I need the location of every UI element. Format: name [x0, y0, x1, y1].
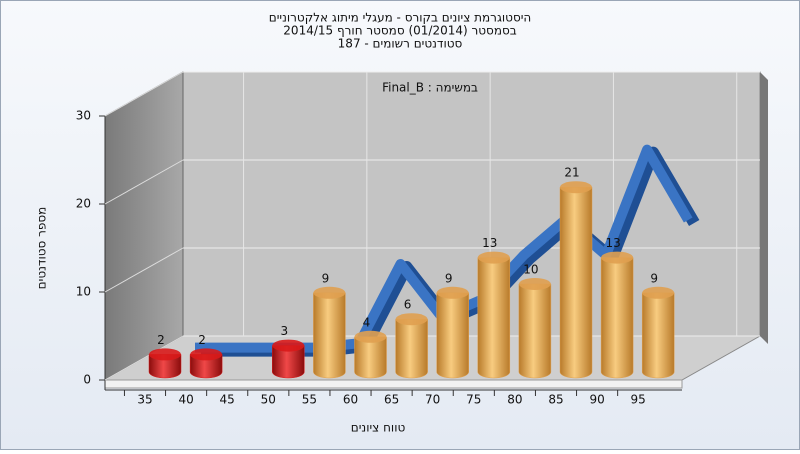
bar — [313, 286, 346, 379]
grid-line — [104, 247, 184, 293]
bar-body — [189, 354, 223, 379]
wall-edge — [760, 72, 768, 344]
bar — [189, 348, 223, 379]
y-tick-label: 0 — [83, 373, 91, 387]
bar-top — [518, 278, 551, 290]
bar-top — [436, 286, 469, 299]
floor-edge — [104, 379, 683, 389]
x-tick-label: 95 — [631, 393, 646, 407]
x-tick-label: 90 — [589, 393, 604, 407]
grid-line — [104, 159, 184, 205]
bar-body — [313, 292, 346, 379]
value-label: 13 — [605, 236, 620, 250]
y-tick-label: 20 — [76, 197, 91, 211]
x-tick-label: 55 — [302, 393, 317, 407]
value-label: 2 — [198, 333, 206, 347]
bar-top — [560, 181, 592, 194]
grid-line — [104, 71, 184, 117]
bar-top — [395, 313, 428, 326]
x-tick-label: 80 — [507, 393, 522, 407]
y-tick-label: 30 — [76, 109, 91, 123]
title-line: בסמסטר (01/2014) סמסטר חורף 2014/15 — [283, 24, 516, 38]
value-label: 3 — [280, 324, 288, 338]
title-line: 187 - סטודנטים רשומים — [338, 37, 463, 51]
bar — [559, 181, 593, 379]
y-axis-label: מספר סטודנטים — [35, 207, 49, 290]
value-label: 4 — [363, 315, 371, 329]
bar-body — [436, 292, 469, 379]
x-tick-label: 45 — [220, 393, 235, 407]
bar-body — [148, 354, 182, 379]
x-tick-label: 65 — [384, 393, 399, 407]
value-label: 9 — [650, 271, 658, 285]
bar-body — [559, 186, 593, 379]
x-tick-label: 75 — [466, 393, 481, 407]
x-tick-label: 60 — [343, 393, 358, 407]
x-axis-label: טווח ציונים — [351, 421, 406, 435]
left-wall — [104, 71, 184, 381]
bar-top — [354, 330, 387, 343]
bar-top — [477, 251, 510, 264]
bar-top — [149, 348, 181, 361]
bar — [518, 278, 552, 379]
bar-body — [354, 336, 387, 379]
bar — [477, 251, 511, 379]
title-line: היסטוגרמת ציונים בקורס - מעגלי מיתוג אלק… — [269, 11, 532, 25]
bar-body — [395, 318, 428, 379]
bar-top — [190, 348, 223, 361]
bar-body — [477, 257, 511, 379]
bar — [600, 251, 634, 379]
x-tick-label: 40 — [178, 393, 193, 407]
bar — [395, 313, 428, 379]
bar-body — [272, 345, 305, 379]
bar-top — [601, 251, 634, 264]
annotation: Final_B : במשימה — [382, 81, 478, 95]
value-label: 6 — [404, 298, 412, 312]
bar — [148, 348, 182, 379]
bar — [641, 286, 675, 379]
bar — [272, 339, 305, 379]
grid-line — [104, 335, 184, 381]
value-label: 9 — [445, 271, 453, 285]
x-tick-label: 70 — [425, 393, 440, 407]
bar-top — [272, 339, 305, 352]
bar — [354, 330, 387, 379]
value-label: 2 — [157, 333, 165, 347]
x-tick-label: 50 — [261, 393, 276, 407]
bar-top — [642, 286, 675, 299]
value-label: 21 — [564, 166, 579, 180]
value-label: 13 — [482, 236, 497, 250]
bar-body — [641, 292, 675, 379]
bar — [436, 286, 469, 379]
y-tick-label: 10 — [76, 285, 91, 299]
x-tick-label: 35 — [137, 393, 152, 407]
x-tick-label: 85 — [548, 393, 563, 407]
value-label: 10 — [523, 263, 538, 277]
bar-body — [600, 257, 634, 379]
bar-body — [518, 283, 552, 379]
bar-top — [313, 286, 346, 299]
title: היסטוגרמת ציונים בקורס - מעגלי מיתוג אלק… — [269, 11, 532, 51]
value-label: 9 — [322, 271, 330, 285]
